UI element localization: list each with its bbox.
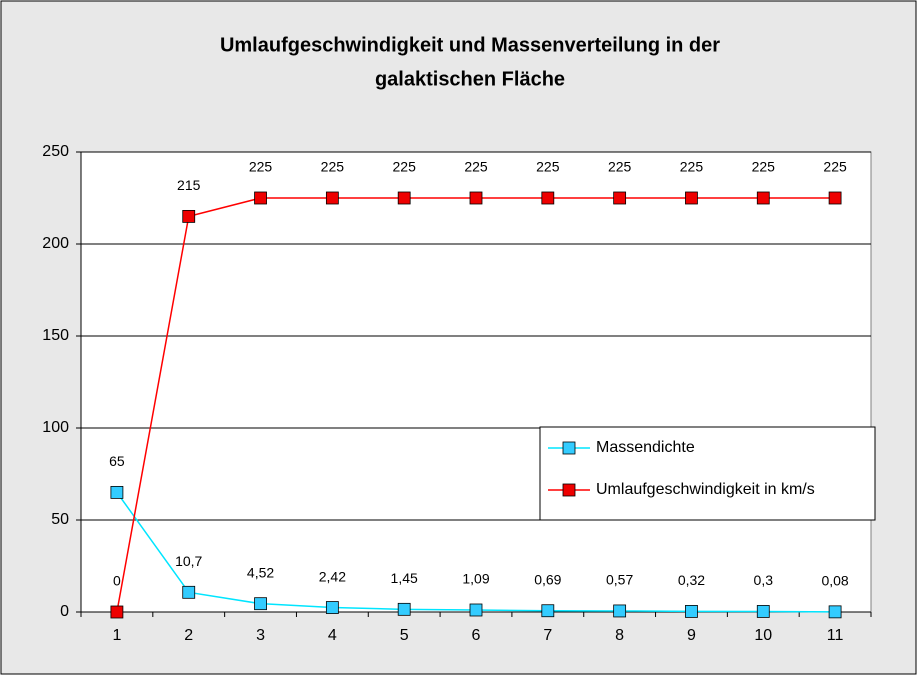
x-tick-label: 5	[400, 627, 409, 644]
data-label: 65	[109, 453, 125, 469]
marker	[325, 601, 339, 614]
marker	[182, 209, 196, 223]
data-label: 0,57	[606, 572, 633, 588]
x-tick-label: 9	[687, 627, 696, 644]
x-tick-label: 11	[827, 627, 844, 644]
marker	[541, 191, 555, 205]
legend-label: Umlaufgeschwindigkeit in km/s	[596, 481, 815, 498]
data-label: 225	[823, 159, 847, 175]
data-label: 215	[177, 177, 201, 193]
data-label: 1,09	[462, 571, 489, 587]
data-label: 225	[536, 159, 560, 175]
x-tick-label: 1	[112, 627, 121, 644]
marker	[469, 191, 483, 205]
data-label: 1,45	[391, 570, 418, 586]
legend-marker	[562, 441, 576, 455]
x-tick-label: 4	[328, 627, 337, 644]
marker	[541, 604, 555, 618]
data-label: 225	[608, 159, 632, 175]
data-label: 10,7	[175, 553, 202, 569]
x-tick-label: 7	[543, 627, 552, 644]
chart-title: galaktischen Fläche	[375, 68, 565, 90]
marker	[397, 191, 411, 205]
marker	[397, 602, 411, 616]
y-tick-label: 50	[51, 511, 69, 528]
marker	[756, 605, 770, 618]
chart-title: Umlaufgeschwindigkeit und Massenverteilu…	[220, 34, 720, 56]
data-label: 0,3	[754, 572, 774, 588]
data-label: 225	[393, 159, 417, 175]
data-label: 225	[464, 159, 488, 175]
y-tick-label: 0	[60, 603, 69, 620]
data-label: 0	[113, 573, 121, 589]
plot-area	[80, 151, 872, 613]
marker	[254, 597, 267, 611]
x-tick-label: 10	[754, 627, 772, 644]
x-tick-label: 2	[184, 627, 193, 644]
data-label: 225	[752, 159, 776, 175]
legend-label: Massendichte	[596, 439, 695, 456]
marker	[756, 191, 770, 205]
data-label: 2,42	[319, 568, 346, 584]
data-label: 0,08	[821, 573, 848, 589]
marker	[110, 485, 124, 499]
marker	[828, 605, 842, 619]
data-label: 4,52	[247, 564, 274, 580]
marker	[613, 191, 627, 205]
marker	[685, 191, 698, 205]
y-tick-label: 250	[42, 143, 69, 160]
marker	[613, 604, 627, 618]
marker	[469, 603, 483, 617]
data-label: 225	[249, 159, 273, 175]
legend-marker	[562, 483, 576, 497]
y-tick-label: 100	[42, 419, 69, 436]
marker	[828, 191, 842, 205]
marker	[254, 191, 267, 205]
x-tick-label: 3	[256, 627, 265, 644]
y-tick-label: 150	[42, 327, 69, 344]
data-label: 0,32	[678, 572, 705, 588]
data-label: 225	[680, 159, 704, 175]
y-tick-label: 200	[42, 235, 69, 252]
x-tick-label: 6	[472, 627, 481, 644]
marker	[182, 585, 196, 599]
x-tick-label: 8	[615, 627, 624, 644]
data-label: 225	[321, 159, 345, 175]
marker	[685, 605, 698, 618]
marker	[110, 605, 124, 619]
legend	[539, 426, 876, 521]
data-label: 0,69	[534, 571, 561, 587]
marker	[325, 191, 339, 205]
